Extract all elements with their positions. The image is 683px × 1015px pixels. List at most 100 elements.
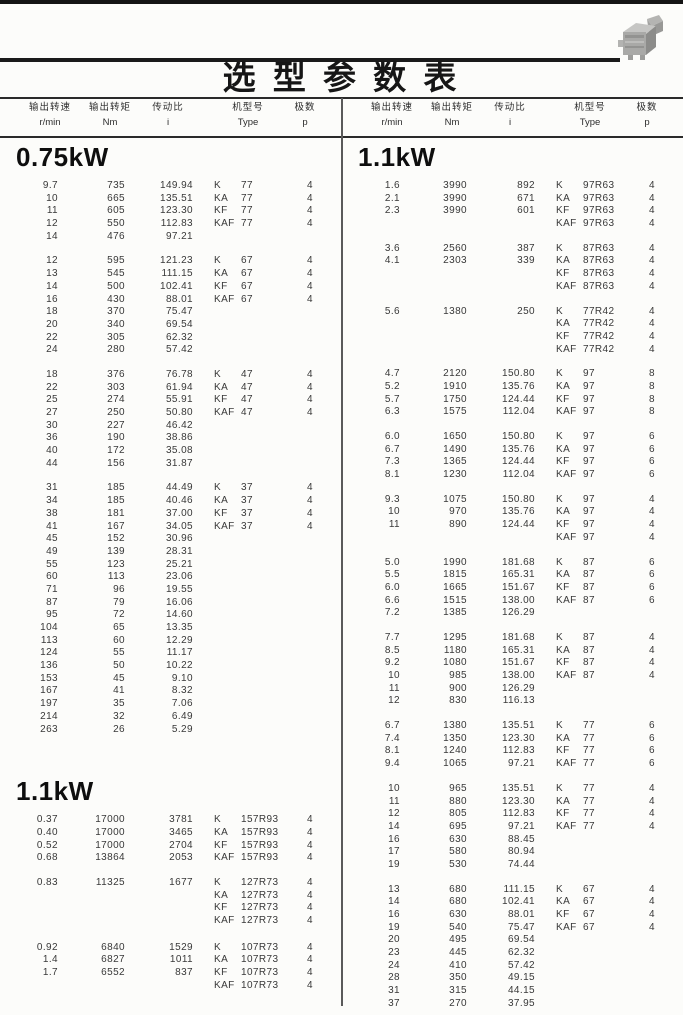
- table-row: 10 965 135.51 K 77 4: [342, 783, 683, 796]
- cell-poles: 6: [649, 456, 655, 468]
- cell-type-model: 87R63: [583, 268, 615, 280]
- cell-output-torque: 280: [107, 344, 125, 356]
- cell-output-speed: 19: [388, 858, 400, 870]
- cell-type-prefix: KAF: [214, 407, 235, 418]
- section-heading: 1.1kW: [358, 142, 436, 172]
- cell-ratio: 62.32: [507, 947, 535, 959]
- col-header-poles-left: 极数 p: [273, 102, 337, 129]
- cell-output-torque: 2303: [443, 255, 467, 267]
- cell-ratio: 46.42: [165, 419, 193, 431]
- top-border-line: [0, 0, 683, 4]
- cell-poles: 4: [307, 979, 313, 991]
- cell-poles: 6: [649, 443, 655, 455]
- cell-type-prefix: K: [556, 556, 564, 568]
- col-header-type-left: 机型号 Type: [216, 102, 280, 129]
- cell-type-prefix: KA: [214, 954, 229, 966]
- cell-type-prefix: K: [214, 255, 222, 267]
- cell-output-speed: 10: [388, 670, 400, 681]
- cell-output-speed: 13: [388, 883, 400, 895]
- cell-output-speed: 153: [40, 672, 58, 684]
- cell-output-speed: 31: [46, 482, 58, 494]
- cell-output-speed: 124: [40, 647, 58, 659]
- cell-type-prefix: KF: [556, 393, 570, 405]
- gearmotor-photo: [616, 12, 666, 68]
- cell-output-speed: 12: [388, 808, 400, 820]
- model-block: 4.7 2120 150.80 K 97 8 5.2 1910 135.76 KA 97 8 5.7 17…: [342, 368, 683, 419]
- cell-ratio: 16.06: [165, 596, 193, 608]
- cell-type-prefix: KF: [214, 394, 228, 406]
- cell-ratio: 44.49: [165, 482, 193, 494]
- cell-output-torque: 41: [113, 685, 125, 697]
- table-row: 10 985 138.00 KAF 87 4: [342, 670, 683, 683]
- cell-poles: 4: [307, 941, 313, 953]
- table-row: 0.68 13864 2053 KAF 157R93 4: [0, 852, 341, 865]
- table-row: 3.6 2560 387 K 87R63 4: [342, 243, 683, 256]
- cell-output-torque: 190: [107, 432, 125, 444]
- cell-poles: 4: [649, 218, 655, 230]
- cell-output-speed: 197: [40, 698, 58, 710]
- col-header-output-torque-right: 输出转矩 Nm: [420, 102, 484, 129]
- table-row: 28 350 49.15: [342, 972, 683, 985]
- table-row: 41 167 34.05 KAF 37 4: [0, 521, 341, 534]
- cell-type-model: 157R93: [241, 839, 279, 851]
- table-row: 44 156 31.87: [0, 458, 341, 471]
- table-row: 20 340 69.54: [0, 319, 341, 332]
- table-row: 17 580 80.94: [342, 846, 683, 859]
- cell-ratio: 76.78: [165, 368, 193, 380]
- cell-type-model: 87R63: [583, 280, 615, 292]
- cell-output-torque: 1230: [443, 469, 467, 481]
- cell-ratio: 387: [517, 242, 535, 254]
- cell-output-speed: 1.7: [42, 967, 58, 979]
- cell-type-model: 47: [241, 368, 253, 380]
- cell-output-speed: 44: [46, 457, 58, 469]
- cell-output-torque: 970: [449, 506, 467, 518]
- cell-ratio: 13.35: [165, 622, 193, 633]
- table-row: KAF 97 4: [342, 532, 683, 545]
- cell-output-speed: 263: [40, 723, 58, 735]
- cell-output-torque: 1385: [443, 607, 467, 619]
- cell-output-torque: 735: [107, 180, 125, 191]
- table-row: 14 500 102.41 KF 67 4: [0, 281, 341, 294]
- col-header-label: 输出转矩: [430, 102, 473, 113]
- cell-type-prefix: KF: [214, 280, 228, 292]
- table-row: 31 185 44.49 K 37 4: [0, 482, 341, 495]
- table-row: 25 274 55.91 KF 47 4: [0, 394, 341, 407]
- table-row: KA 77R42 4: [342, 318, 683, 331]
- table-row: 19 540 75.47 KAF 67 4: [342, 922, 683, 935]
- cell-type-model: 77: [241, 205, 253, 217]
- table-row: 12 595 121.23 K 67 4: [0, 255, 341, 268]
- cell-output-speed: 10: [388, 506, 400, 518]
- table-row: 5.2 1910 135.76 KA 97 8: [342, 381, 683, 394]
- cell-poles: 4: [307, 255, 313, 267]
- cell-output-torque: 1490: [443, 443, 467, 455]
- cell-type-prefix: KA: [556, 380, 571, 392]
- cell-ratio: 165.31: [502, 644, 535, 656]
- cell-type-prefix: KA: [556, 795, 571, 807]
- col-header-unit: Nm: [444, 117, 460, 128]
- cell-type-model: 87: [583, 556, 595, 568]
- table-row: 10 970 135.76 KA 97 4: [342, 506, 683, 519]
- cell-poles: 8: [649, 368, 655, 380]
- cell-ratio: 19.55: [165, 583, 193, 595]
- cell-type-model: 87: [583, 644, 595, 656]
- table-row: 14 680 102.41 KA 67 4: [342, 896, 683, 909]
- cell-output-speed: 11: [388, 682, 400, 694]
- cell-type-model: 77R42: [583, 343, 615, 355]
- cell-type-model: 107R73: [241, 954, 279, 966]
- col-header-output-speed-right: 输出转速 r/min: [360, 102, 424, 129]
- model-block: 0.83 11325 1677 K 127R73 4 KA 127R73 4 KF 127R73 4 K…: [0, 877, 341, 928]
- cell-output-torque: 17000: [95, 826, 125, 838]
- cell-output-speed: 5.6: [384, 305, 400, 317]
- cell-type-prefix: KAF: [556, 594, 577, 606]
- cell-ratio: 601: [517, 205, 535, 217]
- col-header-unit: Nm: [102, 117, 118, 128]
- table-row: 60 113 23.06: [0, 571, 341, 584]
- cell-ratio: 5.29: [171, 723, 193, 735]
- cell-output-torque: 13864: [95, 852, 125, 864]
- cell-ratio: 124.44: [502, 519, 535, 531]
- cell-output-speed: 9.4: [384, 758, 400, 770]
- col-header-unit: p: [302, 117, 308, 128]
- cell-type-prefix: KAF: [214, 979, 235, 991]
- cell-ratio: 126.29: [502, 607, 535, 619]
- table-row: KF 87R63 4: [342, 268, 683, 281]
